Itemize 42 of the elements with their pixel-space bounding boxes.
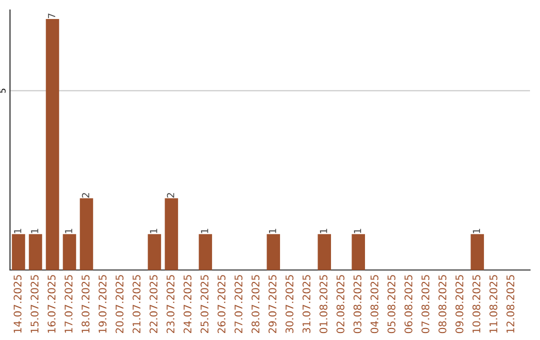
data-label: 1: [14, 228, 22, 234]
x-tick-label: 02.08.2025: [336, 275, 344, 334]
data-label: 1: [268, 228, 276, 234]
x-tick-label: 15.07.2025: [30, 275, 39, 333]
x-tick-label: 27.07.2025: [234, 275, 242, 334]
data-label: 1: [65, 228, 72, 234]
x-tick-label: 20.07.2025: [116, 275, 124, 334]
x-tick-label: 11.08.2025: [489, 275, 498, 333]
x-tick-label: 01.08.2025: [320, 275, 328, 334]
x-tick-label: 07.08.2025: [421, 275, 430, 334]
x-tick-label: 05.08.2025: [387, 275, 396, 334]
data-label: 1: [31, 228, 38, 234]
x-tick-label: 19.07.2025: [98, 275, 106, 333]
x-tick-label: 18.07.2025: [82, 275, 90, 333]
x-tick-label: 17.07.2025: [64, 275, 72, 333]
x-tick-label: 28.07.2025: [252, 275, 260, 334]
x-tick-label: 31.07.2025: [302, 275, 310, 334]
x-tick-label: 12.08.2025: [506, 275, 514, 333]
data-label: 1: [320, 228, 328, 234]
x-tick-label: 25.07.2025: [200, 275, 208, 334]
x-tick-label: 24.07.2025: [184, 275, 192, 334]
x-tick-label: 16.07.2025: [48, 275, 56, 333]
x-tick-label: 14.07.2025: [14, 275, 22, 333]
x-tick-label: 23.07.2025: [166, 275, 174, 334]
x-tick-label: 09.08.2025: [455, 275, 464, 334]
x-tick-label: 04.08.2025: [370, 275, 378, 334]
x-tick-label: 08.08.2025: [438, 275, 446, 334]
data-label: 7: [48, 14, 56, 18]
x-tick-label: 30.07.2025: [286, 275, 294, 334]
x-tick-label: 26.07.2025: [218, 275, 226, 334]
data-label: 1: [150, 228, 158, 234]
data-label: 2: [166, 193, 174, 198]
x-tick-label: 10.08.2025: [472, 275, 480, 333]
x-tick-label: 22.07.2025: [150, 275, 158, 334]
x-tick-label: 06.08.2025: [404, 275, 412, 334]
x-tick-label: 29.07.2025: [268, 275, 276, 334]
data-label: 1: [201, 228, 208, 234]
data-label: 2: [82, 193, 90, 198]
x-tick-label: 21.07.2025: [132, 275, 140, 334]
data-label: 1: [354, 228, 362, 234]
data-label: 1: [472, 228, 480, 234]
x-tick-label: 03.08.2025: [354, 275, 362, 334]
